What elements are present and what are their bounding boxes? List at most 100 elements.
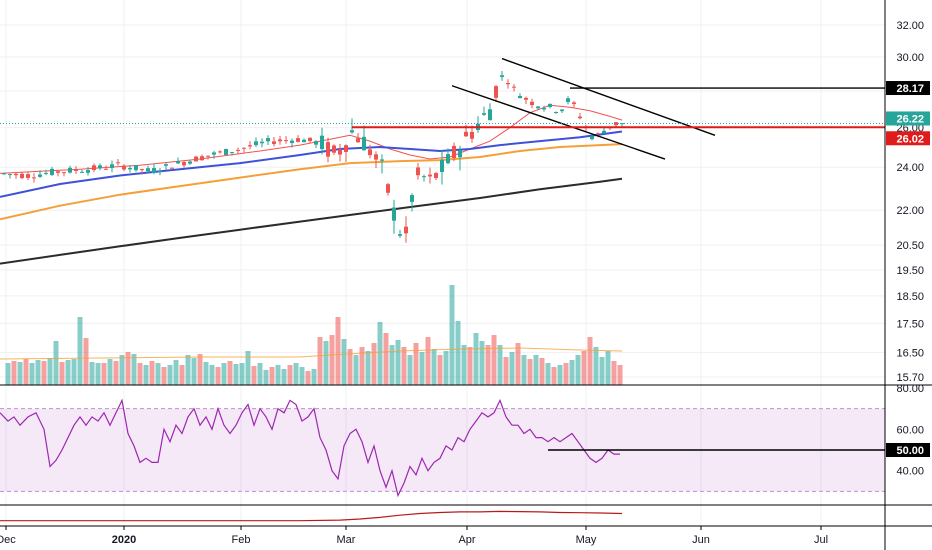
time-tick-label: Jun (692, 534, 710, 546)
candle-body (26, 174, 30, 178)
time-tick-label: May (576, 534, 597, 546)
volume-bar (155, 363, 161, 385)
volume-bar (359, 347, 365, 385)
candle-body (548, 103, 552, 107)
candle-body (416, 167, 420, 176)
volume-bar (497, 345, 503, 385)
candle-body (434, 173, 438, 179)
volume-bar (317, 337, 323, 385)
volume-bar (443, 351, 449, 385)
candle-body (14, 173, 18, 176)
candlesticks (2, 70, 624, 243)
volume-bar (119, 355, 125, 385)
candle-body (140, 169, 144, 171)
candle-body (8, 174, 12, 176)
price-tick-label: 24.00 (896, 162, 924, 174)
volume-bar (323, 341, 329, 385)
volume-bar (413, 343, 419, 385)
candle-body (224, 148, 228, 155)
candle-body (350, 130, 354, 133)
rsi-tick-label: 80.00 (896, 383, 924, 395)
volume-bar (281, 369, 287, 385)
volume-bar (83, 338, 89, 385)
volume-bar (455, 321, 461, 385)
price-tag-box (886, 81, 930, 96)
volume-bar (611, 361, 617, 385)
candle-body (578, 116, 582, 119)
candle-body (488, 109, 492, 121)
time-axis[interactable]: Dec 2020 Feb Mar Apr May Jun Jul (0, 526, 828, 546)
volume-bar (287, 365, 293, 385)
volume-bar (65, 360, 71, 385)
volume-bar (77, 317, 83, 385)
candle-body (422, 176, 426, 178)
price-tick-label: 16.50 (896, 347, 924, 359)
candle-body (380, 159, 384, 161)
candle-body (56, 171, 60, 173)
candle-body (500, 75, 504, 78)
candle-body (32, 177, 36, 179)
volume-bar (383, 333, 389, 385)
volume-bar (305, 371, 311, 385)
volume-bar (107, 359, 113, 385)
candle-body (308, 137, 312, 142)
candle-body (170, 167, 174, 169)
candle-body (404, 226, 408, 234)
price-tick-label: 22.00 (896, 205, 924, 217)
volume-bar (551, 367, 557, 385)
candle-body (248, 145, 252, 147)
volume-bar (95, 363, 101, 385)
candle-body (338, 149, 342, 155)
time-tick-label: Feb (232, 534, 251, 546)
candle-body (554, 112, 558, 114)
volume-bar (185, 355, 191, 385)
candle-body (368, 149, 372, 156)
volume-bar (437, 355, 443, 385)
candle-body (284, 140, 288, 142)
candle-body (242, 147, 246, 149)
volume-bar (29, 363, 35, 385)
volume-bar (377, 322, 383, 385)
volume-bar (491, 335, 497, 385)
candle-body (428, 174, 432, 177)
volume-bar (173, 360, 179, 385)
price-tag-box (886, 111, 930, 126)
volume-bar (209, 365, 215, 385)
lower-indicator-pane (0, 510, 623, 522)
trendline (451, 85, 666, 160)
rsi-pane (0, 398, 885, 498)
volume-bar (419, 352, 425, 385)
candle-body (560, 109, 564, 112)
candle-body (146, 168, 150, 172)
volume-average-line (0, 347, 623, 360)
volume-bar (371, 343, 377, 385)
candle-body (272, 141, 276, 145)
volume-bar (431, 349, 437, 385)
volume-bar (533, 355, 539, 385)
candle-body (566, 98, 570, 103)
volume-bar (467, 347, 473, 385)
rsi-tick-label: 60.00 (896, 424, 924, 436)
candle-body (116, 162, 120, 164)
volume-bar (527, 359, 533, 385)
volume-bar (461, 345, 467, 385)
candle-body (254, 141, 258, 146)
time-tick-label: Mar (337, 534, 356, 546)
candle-body (92, 165, 96, 171)
volume-bar (263, 370, 269, 385)
candle-body (122, 165, 126, 170)
candle-body (494, 86, 498, 98)
volume-bar (275, 365, 281, 385)
price-tag-label: 26.22 (896, 113, 924, 125)
volume-bar (47, 358, 53, 385)
candle-body (536, 106, 540, 109)
candle-body (590, 136, 594, 140)
time-tick-label: Jul (814, 534, 828, 546)
volume-bar (593, 347, 599, 385)
candle-body (266, 138, 270, 142)
volume-bar (17, 362, 23, 385)
candle-body (344, 145, 348, 153)
